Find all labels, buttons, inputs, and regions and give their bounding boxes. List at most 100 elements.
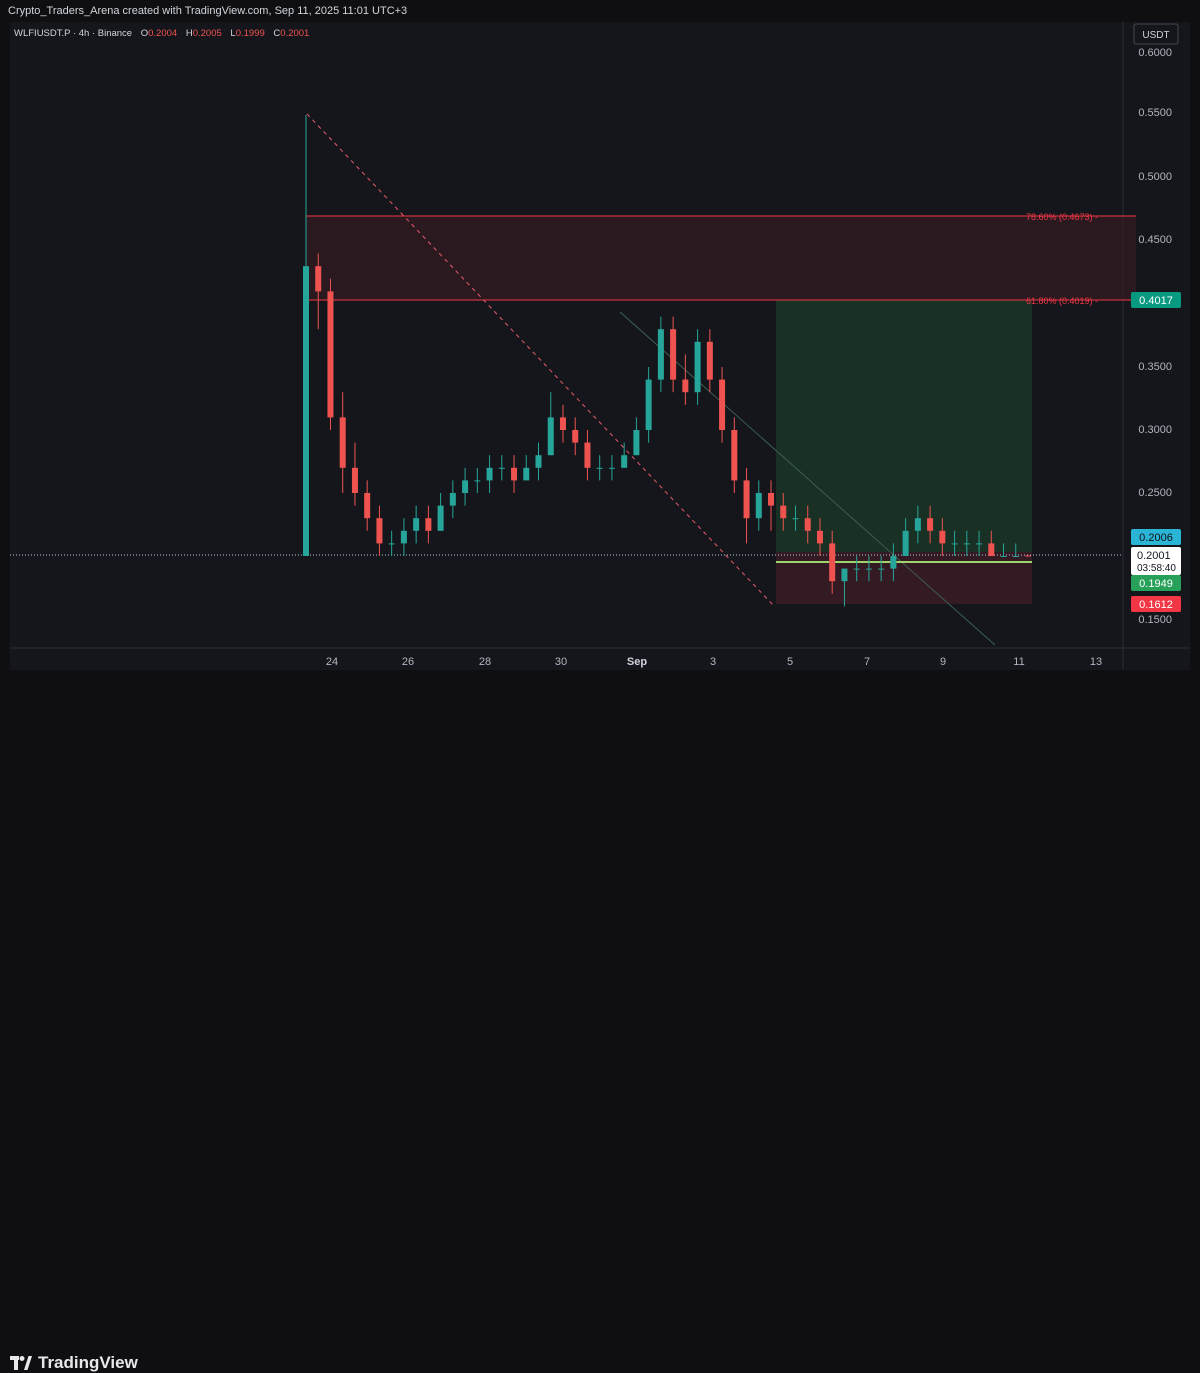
candle-body [315, 266, 322, 292]
stop-price-tag [1131, 596, 1181, 612]
candle-body [682, 379, 689, 393]
top-bar: Crypto_Traders_Arena created with Tradin… [0, 0, 1200, 22]
candle-body [498, 467, 505, 469]
fib-price-tag-text: 0.4017 [1139, 295, 1173, 307]
tradingview-logo-text: TradingView [38, 1353, 138, 1372]
candle-body [719, 379, 726, 430]
y-tick: 0.3500 [1138, 361, 1172, 373]
target-price-tag [1131, 575, 1181, 591]
candle-body [792, 518, 799, 520]
candle-body [755, 493, 762, 519]
x-tick: 5 [787, 656, 793, 668]
candle-body [963, 543, 970, 545]
stop-price-tag-text: 0.1612 [1139, 599, 1173, 611]
candle-body [400, 530, 407, 544]
candle-body [462, 480, 469, 493]
candle-body [621, 455, 628, 468]
candle-body [1025, 555, 1031, 557]
legend-h-value: 0.2005 [193, 28, 222, 39]
currency-label: USDT [1142, 30, 1169, 41]
fib-zone [306, 216, 1136, 300]
entry-price-tag [1131, 529, 1181, 545]
chart-credit: Crypto_Traders_Arena created with Tradin… [8, 5, 408, 17]
candle-body [351, 467, 358, 493]
candle-body [1012, 556, 1019, 557]
last-price-tag-text: 0.2001 [1137, 550, 1171, 562]
x-tick: 11 [1013, 656, 1024, 668]
x-tick: 30 [555, 656, 567, 668]
candles [303, 115, 1031, 607]
x-tick: 24 [326, 656, 338, 668]
candle-body [816, 530, 823, 544]
y-tick: 0.6000 [1138, 47, 1172, 59]
candle-body [706, 341, 713, 380]
target-zone [776, 300, 1032, 552]
legend-l-label: L [230, 28, 235, 39]
candle-body [413, 518, 420, 531]
y-tick: 0.1500 [1138, 614, 1172, 626]
candle-body [841, 568, 848, 582]
target-price-tag-text: 0.1949 [1139, 578, 1173, 590]
tradingview-logo-icon [10, 1356, 32, 1370]
y-tick: 0.2500 [1138, 487, 1172, 499]
y-tick: 0.4500 [1138, 234, 1172, 246]
candle-body [865, 568, 872, 570]
currency-box[interactable] [1133, 23, 1179, 45]
candle-body [988, 543, 995, 556]
candle-body [388, 543, 395, 545]
candle-body [939, 530, 946, 544]
entry-price-tag-text: 0.2006 [1139, 532, 1173, 544]
candle-body [376, 518, 383, 544]
candle-body [572, 430, 579, 443]
candle-body [559, 417, 566, 430]
candle-body [339, 417, 346, 468]
candle-body [878, 568, 885, 570]
candle-body [804, 518, 811, 531]
chart-legend: WLFIUSDT.P · 4h · Binance O0.2004 H0.200… [14, 28, 309, 39]
candle-body [645, 379, 652, 430]
candle-body [303, 266, 309, 556]
fib-618-label: 61.80% (0.4019) - [1026, 296, 1098, 306]
y-tick: 0.5000 [1138, 171, 1172, 183]
footer: TradingView [0, 670, 1200, 1372]
candle-body [633, 430, 640, 456]
x-tick: 28 [479, 656, 491, 668]
candle-body [657, 329, 664, 380]
dashed-trendline [306, 113, 775, 607]
x-tick: 3 [710, 656, 716, 668]
x-tick: 9 [940, 656, 946, 668]
candle-body [890, 556, 897, 569]
x-tick: 7 [864, 656, 870, 668]
candle-body [853, 568, 860, 570]
y-tick: 0.3000 [1138, 424, 1172, 436]
candle-body [780, 505, 787, 519]
candle-body [511, 467, 518, 481]
legend-c-value: 0.2001 [280, 28, 309, 39]
candle-body [976, 543, 983, 545]
candle-body [547, 417, 554, 456]
legend-c-label: C [273, 28, 280, 39]
candle-body [449, 493, 456, 506]
candle-body [914, 518, 921, 531]
x-tick: 13 [1090, 656, 1102, 668]
candle-body [694, 341, 701, 393]
candlestick-chart[interactable]: 78.60% (0.4673) - 61.80% (0.4019) - WLFI… [10, 22, 1190, 670]
x-tick: Sep [627, 656, 647, 668]
x-axis-ticks: 24 26 28 30 Sep 3 5 7 9 11 13 [326, 656, 1102, 668]
fib-price-tag [1131, 292, 1181, 308]
chart-panel[interactable]: 78.60% (0.4673) - 61.80% (0.4019) - WLFI… [10, 22, 1190, 670]
candle-body [437, 505, 444, 531]
candle-body [731, 430, 738, 481]
candle-body [584, 442, 591, 468]
candle-body [1000, 556, 1007, 557]
candle-body [951, 543, 958, 545]
y-axis-ticks: 0.6000 0.5500 0.5000 0.4500 0.3500 0.300… [1138, 47, 1172, 626]
candle-body [535, 455, 542, 468]
legend-symbol: WLFIUSDT.P · 4h · Binance [14, 28, 132, 39]
tradingview-logo[interactable]: TradingView [10, 1353, 138, 1373]
x-tick: 26 [402, 656, 414, 668]
stop-zone [776, 552, 1032, 604]
legend-h-label: H [186, 28, 193, 39]
candle-body [364, 493, 371, 519]
candle-body [927, 518, 934, 531]
